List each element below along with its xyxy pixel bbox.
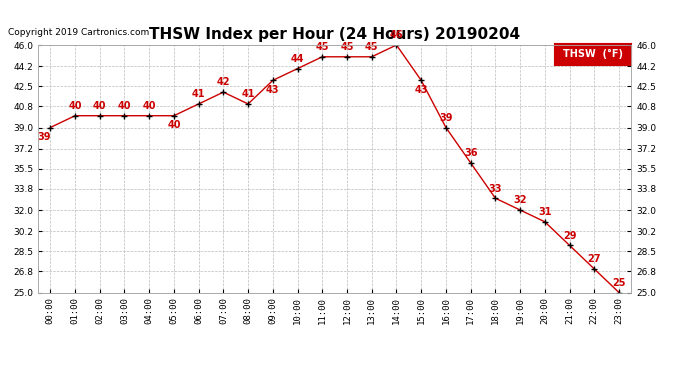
Text: 40: 40 [68, 101, 82, 111]
Text: 40: 40 [142, 101, 156, 111]
Text: 45: 45 [365, 42, 379, 52]
Text: Copyright 2019 Cartronics.com: Copyright 2019 Cartronics.com [8, 28, 150, 37]
Text: 40: 40 [167, 120, 181, 130]
Text: 39: 39 [37, 132, 51, 142]
Text: 46: 46 [390, 30, 403, 40]
Text: 31: 31 [538, 207, 551, 217]
Text: 32: 32 [513, 195, 527, 205]
Text: 25: 25 [612, 278, 626, 288]
Text: 41: 41 [241, 89, 255, 99]
Text: 42: 42 [217, 77, 230, 87]
Text: 40: 40 [118, 101, 131, 111]
Text: 27: 27 [587, 254, 601, 264]
Text: 45: 45 [340, 42, 354, 52]
Text: 43: 43 [415, 84, 428, 94]
Title: THSW Index per Hour (24 Hours) 20190204: THSW Index per Hour (24 Hours) 20190204 [149, 27, 520, 42]
Text: 29: 29 [563, 231, 576, 241]
Text: 39: 39 [439, 113, 453, 123]
Text: 36: 36 [464, 148, 477, 158]
Text: 43: 43 [266, 84, 279, 94]
Text: 41: 41 [192, 89, 206, 99]
Text: 33: 33 [489, 183, 502, 194]
Text: 40: 40 [93, 101, 106, 111]
Text: 45: 45 [315, 42, 329, 52]
Text: 44: 44 [290, 54, 304, 64]
